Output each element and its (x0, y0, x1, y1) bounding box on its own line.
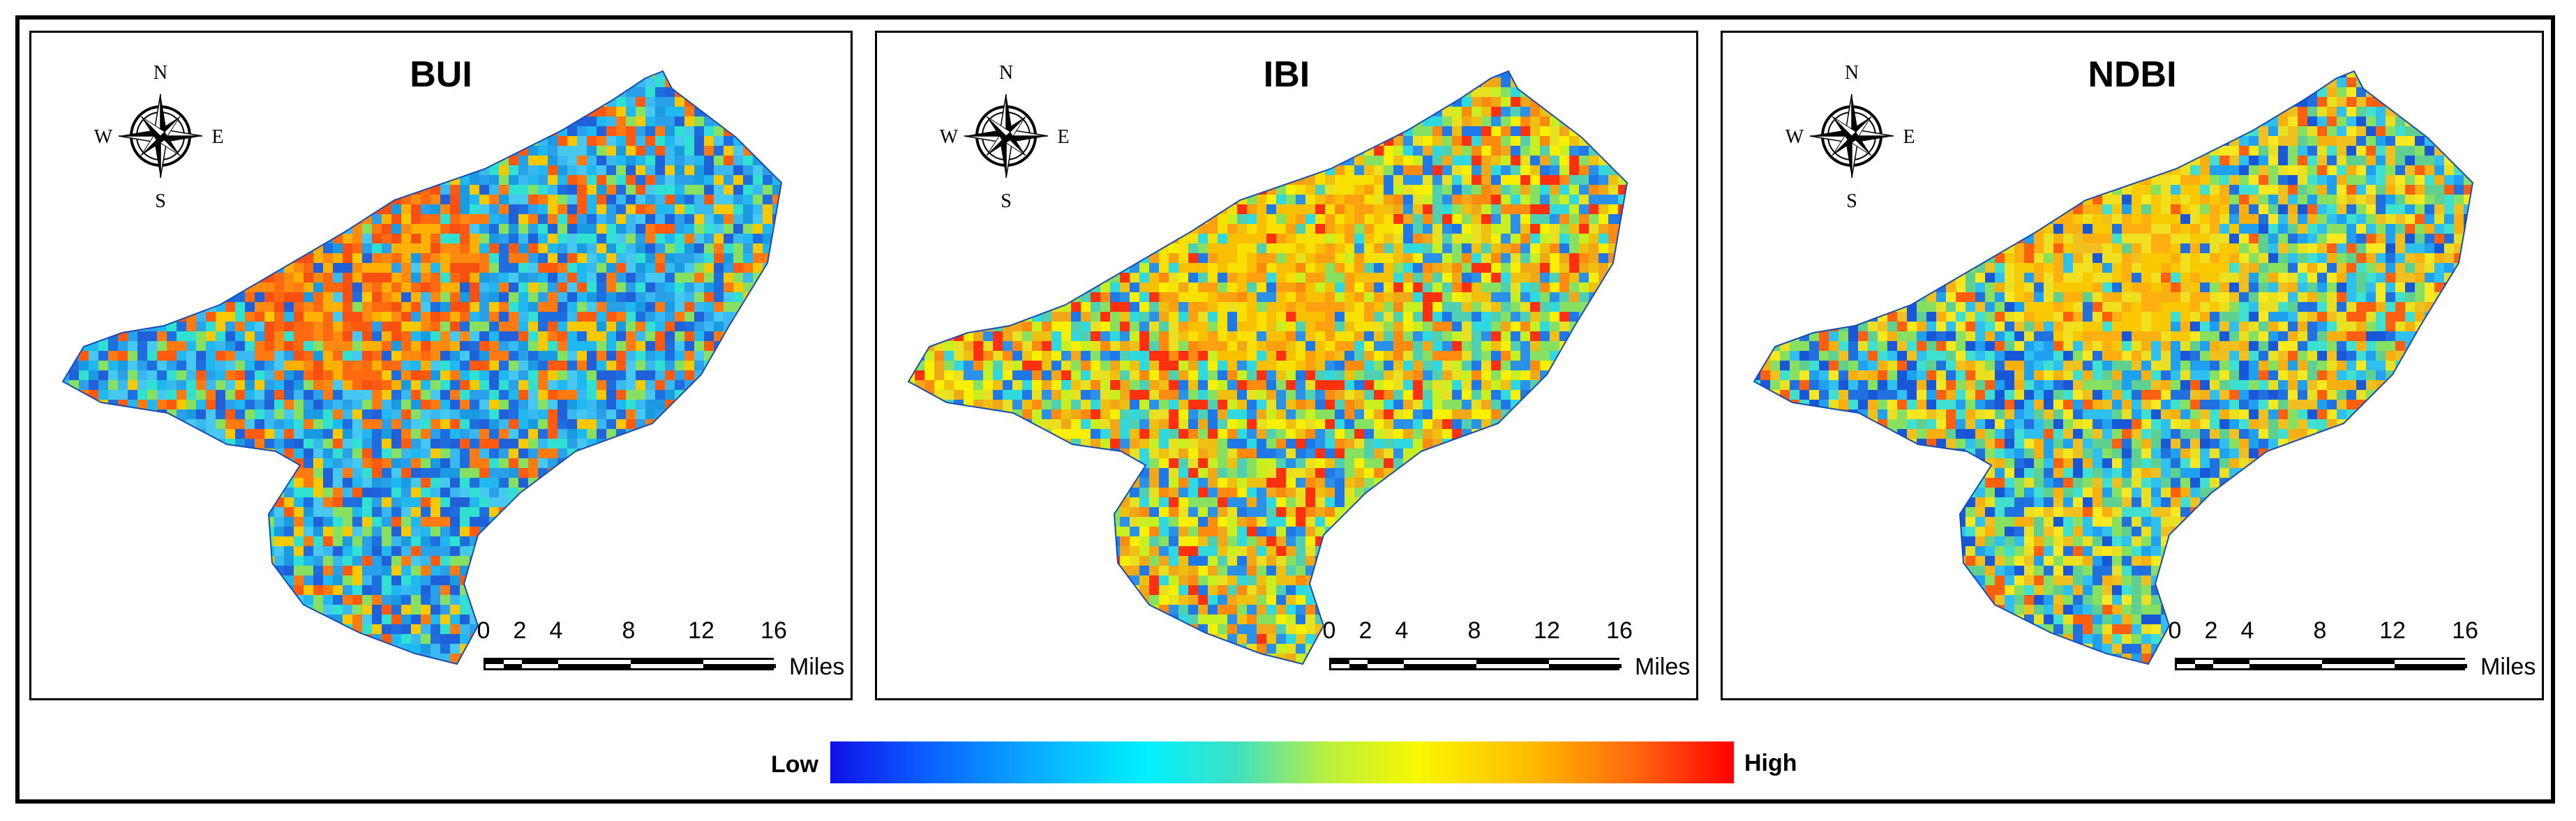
scale-tick-label: 0 (1322, 617, 1336, 644)
compass-east-label: E (1903, 126, 1915, 148)
scale-tick-label: 16 (2452, 617, 2478, 644)
map-panel-ibi: IBI N S E W 0 2 4 8 12 16 Miles (875, 31, 1698, 700)
scale-tick-label: 8 (2313, 617, 2327, 644)
north-arrow-compass-icon: N S E W (1785, 62, 1915, 212)
map-area (61, 70, 783, 665)
scale-bar: 0 2 4 8 12 16 Miles (1319, 617, 1691, 687)
compass-south-label: S (1001, 190, 1012, 212)
scale-tick-label: 4 (2240, 617, 2254, 644)
scale-bar-segments (2175, 658, 2467, 670)
scale-bar: 0 2 4 8 12 16 Miles (474, 617, 845, 687)
color-ramp-legend (830, 741, 1734, 783)
scale-bar-segments (1329, 658, 1622, 670)
north-arrow-compass-icon: N S E W (940, 62, 1070, 212)
scale-tick-label: 12 (1534, 617, 1560, 644)
scale-tick-label: 16 (1606, 617, 1633, 644)
compass-south-label: S (155, 190, 166, 212)
map-panel-bui: BUI N S E W 0 2 4 8 12 16 Miles (29, 31, 853, 700)
scale-tick-label: 2 (2204, 617, 2218, 644)
scale-units-label: Miles (789, 654, 845, 680)
north-arrow-compass-icon: N S E W (94, 62, 224, 212)
scale-tick-label: 0 (477, 617, 491, 644)
compass-west-label: W (94, 126, 113, 148)
map-panel-ndbi: NDBI N S E W 0 2 4 8 12 16 Miles (1721, 31, 2544, 700)
scale-tick-label: 12 (2379, 617, 2406, 644)
compass-north-label: N (1845, 62, 1859, 84)
scale-tick-label: 8 (622, 617, 636, 644)
compass-north-label: N (153, 62, 167, 84)
panel-title: BUI (410, 54, 472, 95)
compass-south-label: S (1846, 190, 1857, 212)
scale-tick-label: 12 (688, 617, 714, 644)
scale-tick-label: 4 (549, 617, 563, 644)
compass-west-label: W (940, 126, 959, 148)
scale-tick-label: 2 (513, 617, 527, 644)
scale-units-label: Miles (1635, 654, 1691, 680)
scale-bar: 0 2 4 8 12 16 Miles (2165, 617, 2536, 687)
map-area (907, 70, 1628, 665)
scale-tick-label: 2 (1358, 617, 1372, 644)
compass-west-label: W (1785, 126, 1804, 148)
scale-tick-label: 8 (1467, 617, 1481, 644)
legend-high-label: High (1744, 750, 1797, 776)
scale-bar-segments (484, 658, 776, 670)
scale-tick-label: 16 (761, 617, 787, 644)
scale-units-label: Miles (2480, 654, 2536, 680)
legend-low-label: Low (771, 751, 818, 778)
panel-title: NDBI (2088, 54, 2177, 95)
scale-tick-label: 0 (2168, 617, 2182, 644)
panel-title: IBI (1263, 54, 1310, 95)
map-area (1753, 70, 2474, 665)
compass-east-label: E (1057, 126, 1069, 148)
scale-tick-label: 4 (1395, 617, 1409, 644)
compass-north-label: N (999, 62, 1013, 84)
compass-east-label: E (211, 126, 223, 148)
